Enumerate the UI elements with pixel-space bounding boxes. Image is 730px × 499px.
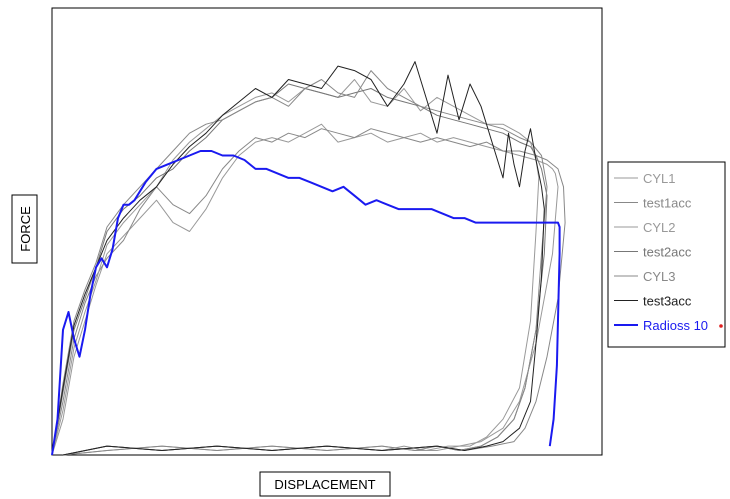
series-line-cyl1	[51, 123, 559, 456]
plot-area	[51, 7, 603, 456]
legend-marker-dot	[719, 324, 723, 328]
series-line-radioss-10	[51, 150, 561, 456]
y-axis-label: FORCE	[18, 206, 33, 252]
legend-label: test3acc	[643, 294, 692, 309]
legend: CYL1 test1acc CYL2 test2acc CYL3 test3acc Radi…	[607, 161, 726, 348]
series-layer	[51, 61, 566, 456]
x-axis-label: DISPLACEMENT	[274, 477, 375, 492]
legend-label: CYL3	[643, 269, 676, 284]
legend-label: test2acc	[643, 245, 692, 260]
y-axis-title: FORCE	[11, 194, 38, 264]
legend-label: CYL2	[643, 220, 676, 235]
legend-label: CYL1	[643, 171, 676, 186]
legend-box	[607, 161, 726, 348]
x-axis-title: DISPLACEMENT	[259, 471, 391, 497]
legend-label: Radioss 10	[643, 318, 708, 333]
legend-label: test1acc	[643, 196, 692, 211]
